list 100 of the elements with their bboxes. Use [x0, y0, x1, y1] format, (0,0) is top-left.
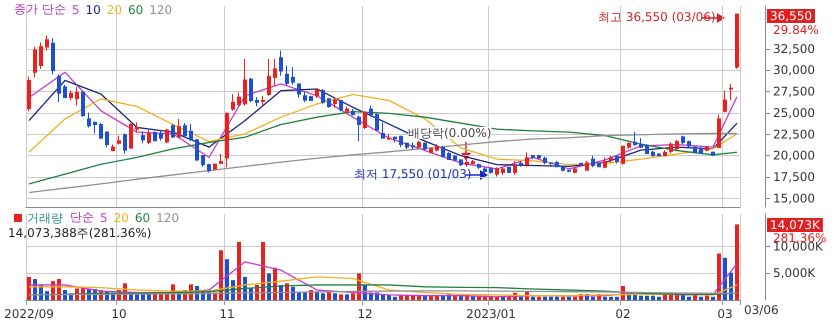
candlestick	[561, 165, 565, 172]
candlestick	[309, 95, 313, 102]
candlestick	[327, 97, 331, 108]
candlestick	[489, 166, 493, 174]
candlestick	[507, 166, 511, 174]
candlestick	[69, 90, 73, 102]
bar	[333, 293, 337, 300]
candlestick	[435, 144, 439, 152]
candlestick	[651, 150, 655, 158]
candlestick	[567, 169, 571, 173]
candlestick	[129, 122, 133, 150]
candlestick	[153, 130, 157, 142]
candlestick	[249, 77, 253, 103]
candlestick	[63, 84, 67, 98]
text: 20	[106, 3, 122, 17]
text: 10	[85, 3, 101, 17]
candlestick	[141, 130, 145, 144]
candlestick	[591, 155, 595, 168]
bar	[237, 242, 241, 300]
candlestick	[627, 142, 631, 150]
candlestick	[267, 58, 271, 96]
annotation: 최고 36,550 (03/06)	[598, 10, 716, 24]
bar	[603, 296, 607, 300]
bar	[561, 296, 565, 300]
bar	[543, 296, 547, 300]
text: 36,550	[770, 9, 812, 23]
candlestick	[39, 42, 43, 70]
text: 14,073,388주(281.36%)	[8, 226, 152, 240]
candlestick	[573, 168, 577, 174]
bar	[537, 296, 541, 300]
bar	[345, 294, 349, 300]
candlestick	[429, 147, 433, 154]
candlestick	[645, 144, 649, 154]
candlestick	[225, 112, 229, 168]
candlestick	[351, 108, 355, 116]
candlestick	[525, 152, 529, 168]
candlestick	[159, 130, 163, 142]
bar	[687, 296, 691, 300]
bar	[27, 276, 31, 300]
candlestick	[447, 152, 451, 160]
annotation: 최저 17,550 (01/03)	[354, 167, 472, 181]
candlestick	[315, 88, 319, 98]
candlestick	[633, 131, 637, 146]
text: 60	[128, 3, 144, 17]
bar	[651, 296, 655, 300]
candlestick	[165, 128, 169, 144]
text: 5	[72, 3, 80, 17]
candlestick	[363, 110, 367, 130]
candlestick	[549, 162, 553, 166]
candlestick	[291, 66, 295, 86]
candlestick	[555, 160, 559, 168]
bar	[351, 293, 355, 300]
candlestick	[687, 140, 691, 148]
candlestick	[597, 162, 601, 168]
candlestick	[705, 145, 709, 152]
bar	[519, 296, 523, 300]
candlestick	[297, 82, 301, 98]
y-tick-label: 25,000	[773, 106, 815, 120]
candlestick	[693, 146, 697, 154]
candlestick	[321, 88, 325, 104]
bar	[663, 294, 667, 300]
candlestick	[147, 130, 151, 145]
candlestick	[189, 124, 193, 142]
candlestick	[219, 153, 223, 165]
bar	[705, 296, 709, 300]
x-tick-label: 02	[615, 307, 631, 320]
x-tick-label: 2023/01	[466, 307, 516, 320]
bar	[711, 296, 715, 300]
candlestick	[27, 76, 31, 112]
candlestick	[399, 135, 403, 148]
candlestick	[669, 142, 673, 154]
candlestick	[615, 155, 619, 164]
candlestick	[207, 163, 211, 173]
candlestick	[279, 50, 283, 76]
candlestick	[57, 74, 61, 103]
candlestick	[33, 46, 37, 78]
candlestick	[519, 160, 523, 168]
candlestick	[243, 58, 247, 106]
candlestick	[537, 154, 541, 160]
candlestick	[411, 142, 415, 151]
text: 120	[149, 3, 172, 17]
candlestick	[105, 130, 109, 148]
text: 120	[156, 211, 180, 225]
bar	[555, 296, 559, 300]
candlestick	[441, 145, 445, 158]
candlestick	[699, 146, 703, 154]
text: 29.84%	[773, 23, 819, 37]
candlestick	[303, 90, 307, 103]
candlestick	[735, 14, 739, 70]
candlestick	[237, 92, 241, 107]
candlestick	[201, 154, 205, 168]
bar	[321, 293, 325, 300]
candlestick	[543, 156, 547, 165]
candlestick	[495, 166, 499, 178]
candlestick	[339, 100, 343, 112]
text: 14,073K	[770, 218, 821, 232]
candlestick	[417, 140, 421, 148]
text: 60	[134, 211, 150, 225]
candlestick	[99, 122, 103, 140]
candlestick	[681, 135, 685, 145]
